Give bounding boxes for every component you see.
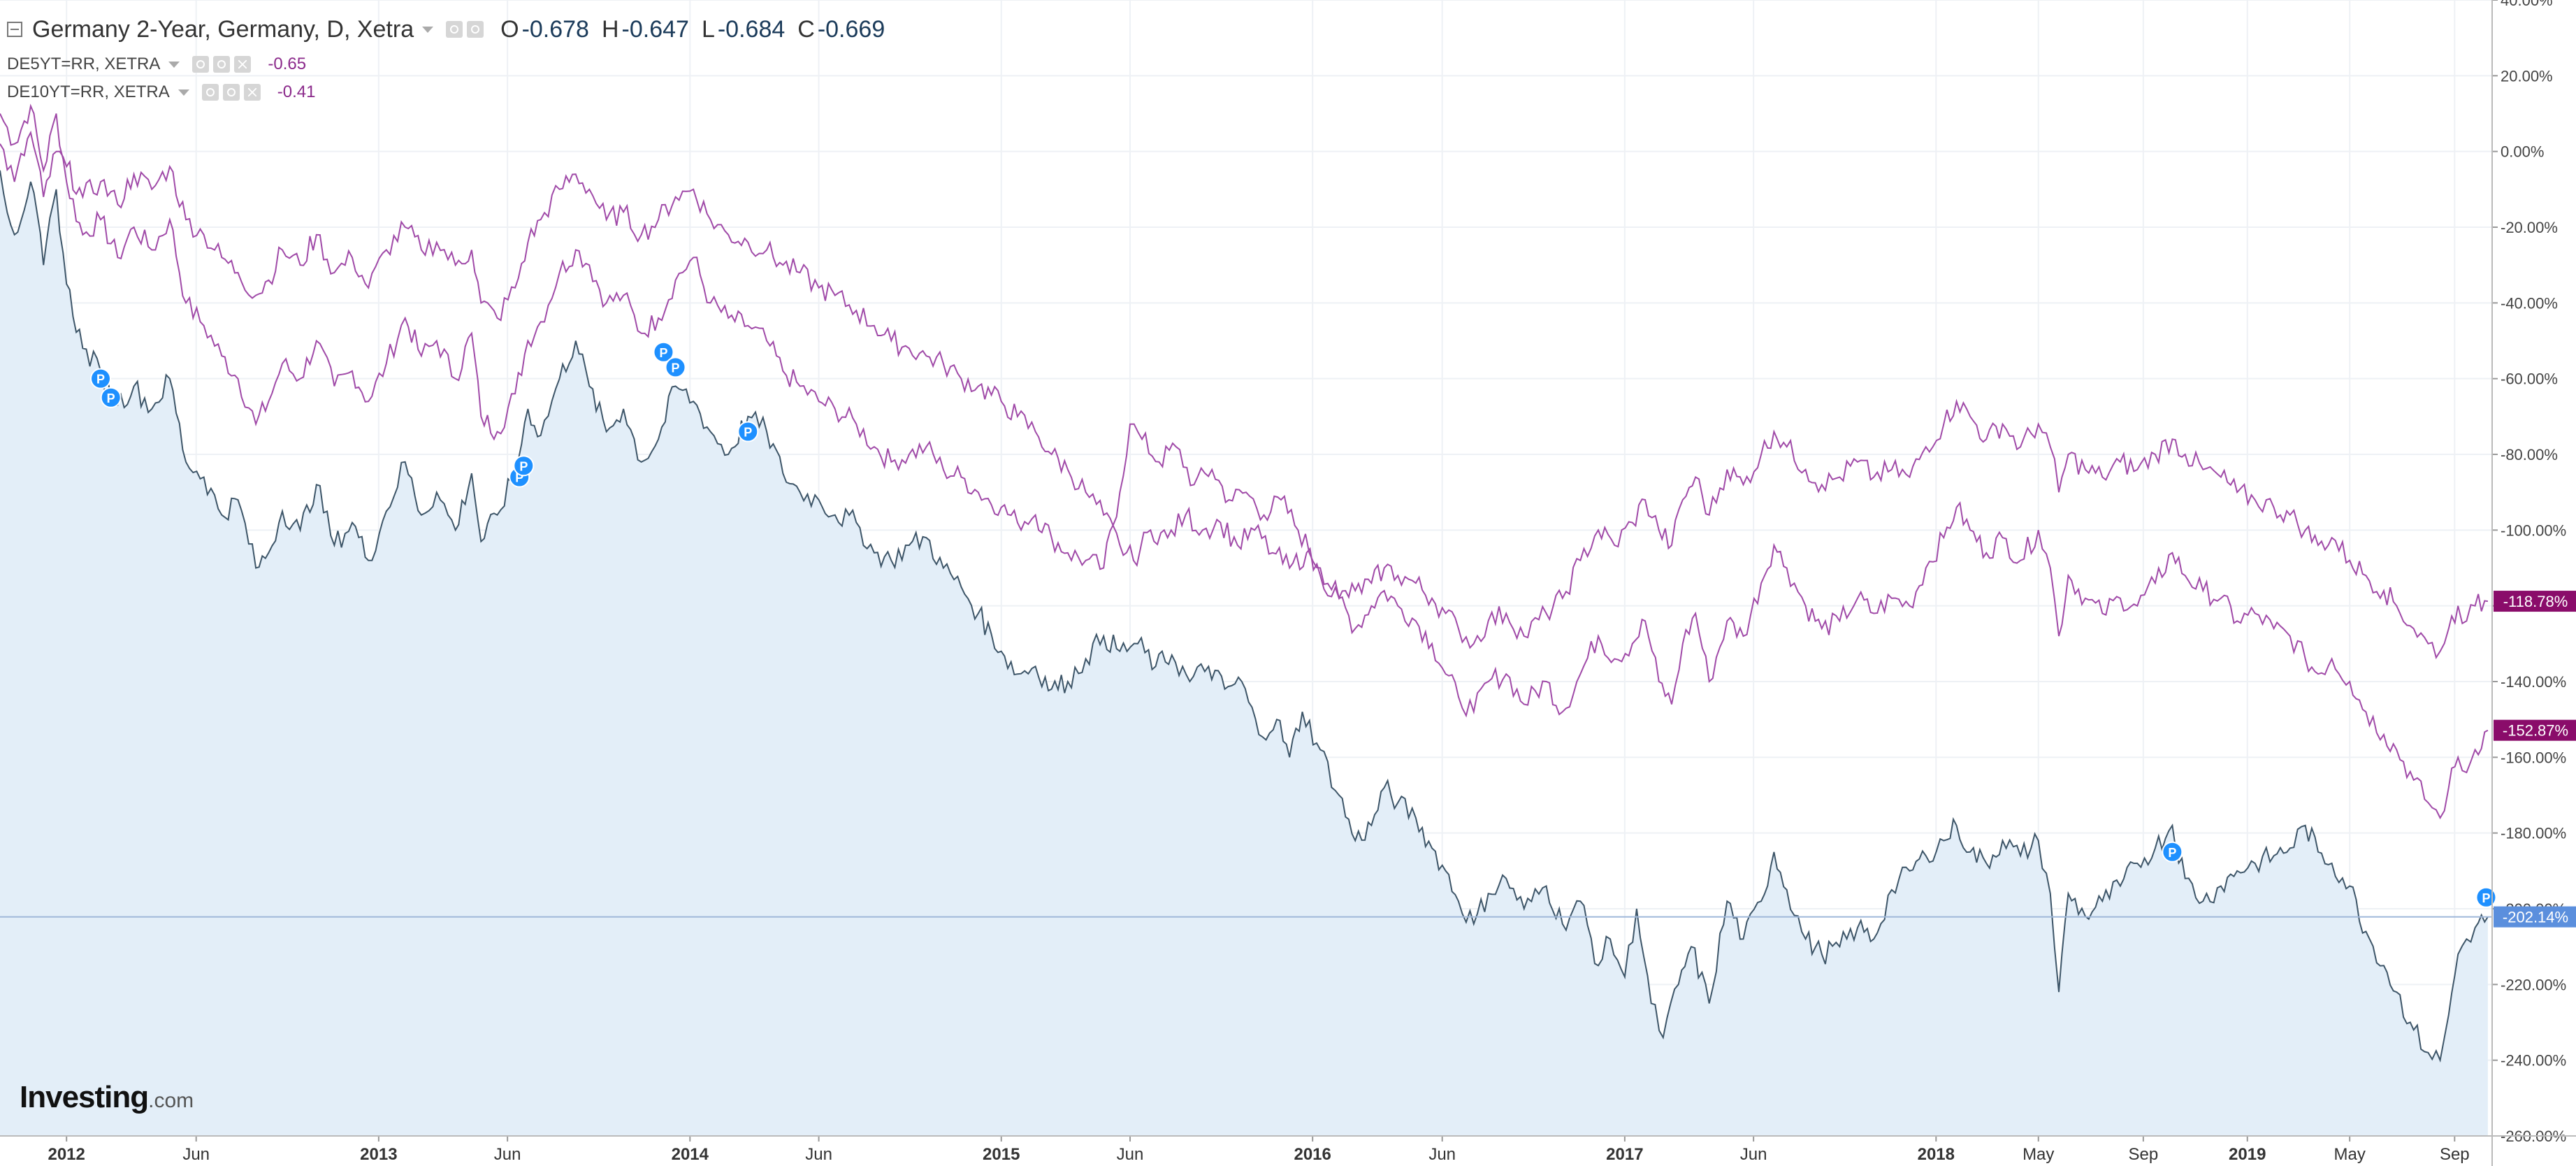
event-marker-label[interactable]: P bbox=[744, 426, 752, 440]
last-value-badge bbox=[2494, 906, 2576, 928]
x-tick-label: May bbox=[2334, 1145, 2366, 1164]
event-marker-label[interactable]: P bbox=[659, 346, 667, 360]
ohlc-close-value: -0.669 bbox=[817, 15, 885, 43]
visibility-eye-icon[interactable] bbox=[222, 84, 240, 101]
y-tick-label: -20.00% bbox=[2501, 219, 2558, 236]
legend-main-row: Germany 2-Year, Germany, D, Xetra O -0.6… bbox=[7, 8, 885, 50]
x-tick-label: May bbox=[2023, 1145, 2054, 1164]
x-tick-label: 2014 bbox=[672, 1145, 709, 1164]
series-line-main bbox=[0, 170, 2489, 1063]
x-tick-label: Jun bbox=[1428, 1145, 1456, 1164]
legend: Germany 2-Year, Germany, D, Xetra O -0.6… bbox=[7, 8, 885, 106]
logo-wordmark: Investing bbox=[20, 1080, 149, 1114]
x-tick-label: 2015 bbox=[983, 1145, 1020, 1164]
event-marker-label[interactable]: P bbox=[96, 373, 105, 387]
chevron-down-icon[interactable] bbox=[178, 89, 189, 96]
visibility-eye-icon[interactable] bbox=[213, 56, 231, 73]
y-tick-label: -60.00% bbox=[2501, 370, 2558, 388]
chevron-down-icon[interactable] bbox=[168, 61, 180, 68]
x-tick-label: 2017 bbox=[1606, 1145, 1643, 1164]
chevron-down-icon[interactable] bbox=[422, 26, 434, 33]
series-layer bbox=[0, 103, 2489, 1136]
event-marker-dot[interactable] bbox=[90, 368, 112, 389]
ohlc-low-value: -0.684 bbox=[717, 15, 786, 43]
collapse-icon[interactable] bbox=[7, 22, 22, 37]
visibility-eye-icon[interactable] bbox=[467, 21, 484, 38]
x-tick-label: 2016 bbox=[1294, 1145, 1331, 1164]
remove-close-icon[interactable] bbox=[234, 56, 252, 73]
settings-gear-icon[interactable] bbox=[201, 84, 219, 101]
ohlc-close-key: C bbox=[797, 15, 815, 43]
event-marker-dot[interactable] bbox=[2162, 841, 2183, 863]
ohlc-low-key: L bbox=[701, 15, 715, 43]
compare-series-value: -0.65 bbox=[268, 55, 307, 73]
legend-compare-row-1: DE5YT=RR, XETRA -0.65 bbox=[7, 50, 885, 78]
x-tick-label: Sep bbox=[2440, 1145, 2470, 1164]
series-area-fill bbox=[0, 170, 2488, 1136]
y-tick-label: -220.00% bbox=[2501, 976, 2566, 993]
y-tick-label: -240.00% bbox=[2501, 1052, 2566, 1070]
compare-series-label[interactable]: DE10YT=RR, XETRA bbox=[7, 82, 170, 101]
ohlc-high-key: H bbox=[601, 15, 619, 43]
x-tick-label: Jun bbox=[805, 1145, 832, 1164]
x-tick-label: 2013 bbox=[360, 1145, 397, 1164]
y-tick-label: -80.00% bbox=[2501, 446, 2558, 463]
logo-suffix: .com bbox=[148, 1089, 194, 1112]
event-marker-dot[interactable] bbox=[2475, 886, 2497, 908]
remove-close-icon[interactable] bbox=[243, 84, 261, 101]
investing-logo: Investing.com bbox=[20, 1080, 194, 1115]
x-tick-label: Jun bbox=[1117, 1145, 1144, 1164]
y-tick-label: 20.00% bbox=[2501, 67, 2553, 85]
main-series-label[interactable]: Germany 2-Year, Germany, D, Xetra bbox=[32, 15, 414, 43]
event-marker-label[interactable]: P bbox=[2168, 846, 2176, 860]
event-marker-dot[interactable] bbox=[513, 455, 535, 477]
last-value-badge-text: -202.14% bbox=[2503, 909, 2568, 926]
last-value-badge bbox=[2494, 591, 2576, 612]
x-tick-label: Jun bbox=[494, 1145, 521, 1164]
settings-gear-icon[interactable] bbox=[446, 21, 463, 38]
y-tick-label: -40.00% bbox=[2501, 294, 2558, 312]
last-value-badge-text: -152.87% bbox=[2503, 722, 2568, 740]
last-value-badge bbox=[2494, 719, 2576, 741]
settings-gear-icon[interactable] bbox=[192, 56, 210, 73]
compare-series-label[interactable]: DE5YT=RR, XETRA bbox=[7, 55, 161, 73]
x-tick-label: Jun bbox=[1740, 1145, 1767, 1164]
event-marker-label[interactable]: P bbox=[519, 459, 528, 473]
x-tick-label: 2012 bbox=[48, 1145, 85, 1164]
ohlc-open-value: -0.678 bbox=[521, 15, 589, 43]
legend-compare-row-2: DE10YT=RR, XETRA -0.41 bbox=[7, 78, 885, 106]
x-tick-label: Jun bbox=[182, 1145, 210, 1164]
event-marker-dot[interactable] bbox=[653, 341, 674, 363]
event-marker-dot[interactable] bbox=[100, 387, 122, 408]
y-tick-label: 0.00% bbox=[2501, 143, 2544, 161]
last-value-badges: -118.78% -152.87% -202.14% bbox=[2494, 591, 2576, 928]
event-marker-dot[interactable] bbox=[737, 421, 759, 442]
y-tick-label: 40.00% bbox=[2501, 0, 2553, 9]
event-marker-label[interactable]: P bbox=[107, 391, 115, 405]
last-value-badge-text: -118.78% bbox=[2503, 593, 2568, 610]
y-tick-label: -180.00% bbox=[2501, 825, 2566, 842]
y-tick-label: -100.00% bbox=[2501, 521, 2566, 539]
event-marker-label[interactable]: P bbox=[672, 361, 680, 375]
series-line-compare bbox=[0, 130, 2489, 660]
event-marker-dot[interactable] bbox=[665, 357, 686, 378]
ohlc-high-value: -0.647 bbox=[621, 15, 689, 43]
x-tick-label: Sep bbox=[2129, 1145, 2159, 1164]
event-marker-label[interactable]: P bbox=[2482, 891, 2490, 905]
y-tick-label: -140.00% bbox=[2501, 673, 2566, 691]
compare-series-value: -0.41 bbox=[277, 82, 316, 101]
y-tick-label: -160.00% bbox=[2501, 749, 2566, 766]
ohlc-open-key: O bbox=[500, 15, 519, 43]
x-tick-label: 2019 bbox=[2229, 1145, 2266, 1164]
series-line-compare bbox=[0, 103, 2489, 820]
x-tick-label: 2018 bbox=[1918, 1145, 1955, 1164]
